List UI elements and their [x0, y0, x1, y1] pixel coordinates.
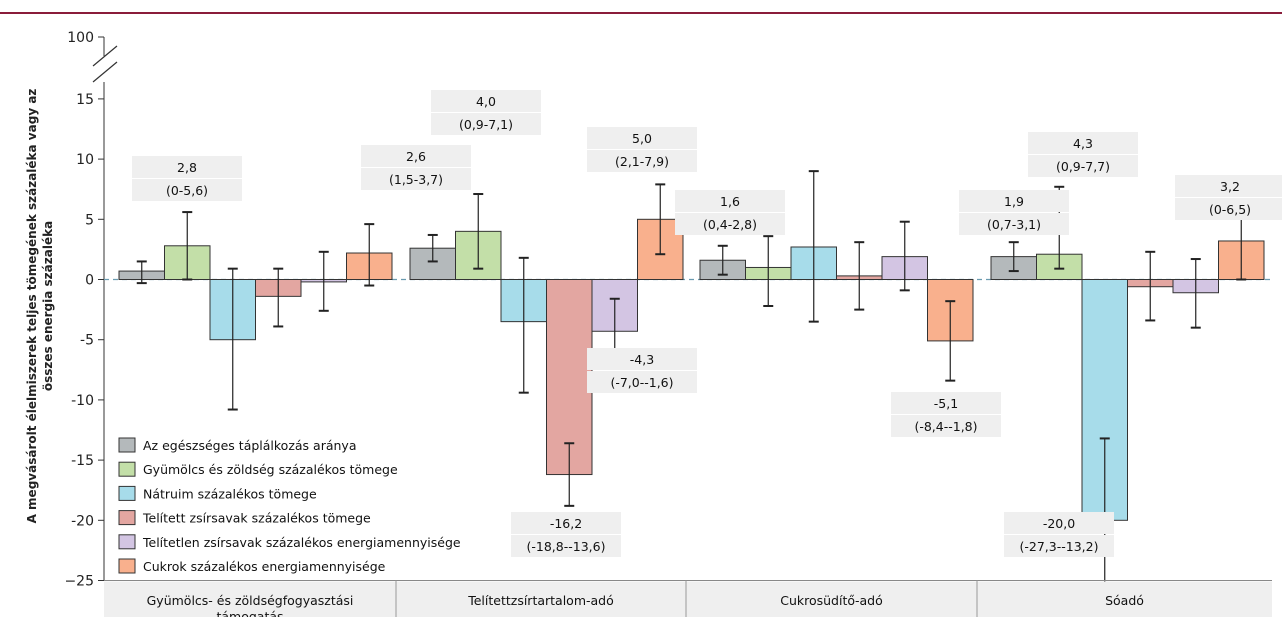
y-tick-label: -10	[71, 393, 94, 409]
legend-swatch	[118, 558, 136, 574]
y-tick-label: 0	[85, 273, 94, 289]
legend-label: Az egészséges táplálkozás aránya	[143, 438, 356, 453]
legend-swatch	[118, 485, 136, 501]
annotation-bg	[361, 145, 471, 167]
annotation-ci: (-27,3--13,2)	[1020, 539, 1099, 554]
annotation-bg	[511, 512, 621, 534]
annotation-ci: (-7,0--1,6)	[610, 375, 673, 390]
annotation-bg	[431, 113, 541, 135]
annotation-ci: (0,4-2,8)	[703, 217, 757, 232]
y-tick-label: 15	[76, 92, 94, 108]
annotation-ci: (0-5,6)	[166, 183, 208, 198]
annotation-ci: (0,9-7,1)	[459, 117, 513, 132]
annotation-bg	[675, 213, 785, 235]
annotation-bg	[1004, 512, 1114, 534]
annotation-bg	[959, 190, 1069, 212]
annotation-bg	[675, 190, 785, 212]
annotation-bg	[132, 179, 242, 201]
legend-swatch	[118, 510, 136, 526]
category-box	[396, 581, 686, 617]
annotation-bg	[132, 156, 242, 178]
annotation-value: 1,6	[720, 194, 740, 209]
y-axis-title-line: összes energia százaléka	[41, 221, 55, 391]
legend-swatch	[118, 534, 136, 550]
annotation-bg	[361, 168, 471, 190]
y-axis-title: A megvásárolt élelmiszerek teljes tömegé…	[25, 89, 55, 524]
annotation-ci: (0,7-3,1)	[987, 217, 1041, 232]
annotation-value: 4,3	[1073, 136, 1093, 151]
annotation-value: -20,0	[1043, 516, 1075, 531]
annotation-value: 3,2	[1220, 179, 1240, 194]
legend-label: Nátruim százalékos tömege	[143, 486, 317, 501]
y-tick-label: 100	[67, 30, 94, 46]
y-tick-label: -5	[80, 333, 94, 349]
category-label: támogatás	[216, 609, 283, 617]
annotation-bg	[587, 348, 697, 370]
legend-label: Gyümölcs és zöldség százalékos tömege	[143, 462, 398, 477]
annotation-ci: (-18,8--13,6)	[527, 539, 606, 554]
category-box	[977, 581, 1272, 617]
annotation-value: 2,8	[177, 160, 197, 175]
annotation-bg	[891, 415, 1001, 437]
annotation-bg	[431, 90, 541, 112]
annotation-bg	[1175, 198, 1282, 220]
bar	[546, 279, 593, 476]
category-label: Telítettzsírtartalom-adó	[467, 593, 614, 608]
annotation-ci: (2,1-7,9)	[615, 154, 669, 169]
y-tick-label: -15	[71, 453, 94, 469]
annotation-ci: (1,5-3,7)	[389, 172, 443, 187]
legend-label: Telített zsírsavak százalékos tömege	[142, 511, 371, 526]
annotation-value: -16,2	[550, 516, 582, 531]
annotation-bg	[1028, 155, 1138, 177]
category-box	[686, 581, 977, 617]
annotation-value: 4,0	[476, 94, 496, 109]
annotation-bg	[959, 213, 1069, 235]
annotation-value: 5,0	[632, 131, 652, 146]
annotation-ci: (-8,4--1,8)	[914, 419, 977, 434]
annotation-bg	[511, 535, 621, 557]
annotation-bg	[587, 150, 697, 172]
legend-swatch	[118, 437, 136, 453]
legend-label: Telítetlen zsírsavak százalékos energiam…	[142, 535, 461, 550]
annotation-bg	[891, 392, 1001, 414]
annotation-value: -5,1	[934, 396, 958, 411]
category-label: Cukrosüdítő-adó	[780, 593, 883, 608]
category-box	[104, 581, 396, 617]
legend-label: Cukrok százalékos energiamennyisége	[143, 559, 386, 574]
axis-break-mark	[92, 45, 118, 67]
legend-swatch	[118, 461, 136, 477]
axis-break-mark	[92, 61, 118, 83]
y-tick-label: 10	[76, 152, 94, 168]
y-axis-title-line: A megvásárolt élelmiszerek teljes tömegé…	[25, 89, 39, 524]
annotation-value: -4,3	[630, 352, 654, 367]
category-label: Gyümölcs- és zöldségfogyasztási	[147, 593, 354, 608]
annotation-bg	[1004, 535, 1114, 557]
annotation-ci: (0,9-7,7)	[1056, 159, 1110, 174]
annotation-bg	[1028, 132, 1138, 154]
annotation-value: 1,9	[1004, 194, 1024, 209]
y-tick-label: −25	[64, 574, 94, 590]
annotation-bg	[1175, 175, 1282, 197]
y-tick-label: -20	[71, 513, 94, 529]
annotation-bg	[587, 127, 697, 149]
y-tick-label: 5	[85, 212, 94, 228]
category-label: Sóadó	[1105, 593, 1144, 608]
annotation-value: 2,6	[406, 149, 426, 164]
annotation-ci: (0-6,5)	[1209, 202, 1251, 217]
annotation-bg	[587, 371, 697, 393]
